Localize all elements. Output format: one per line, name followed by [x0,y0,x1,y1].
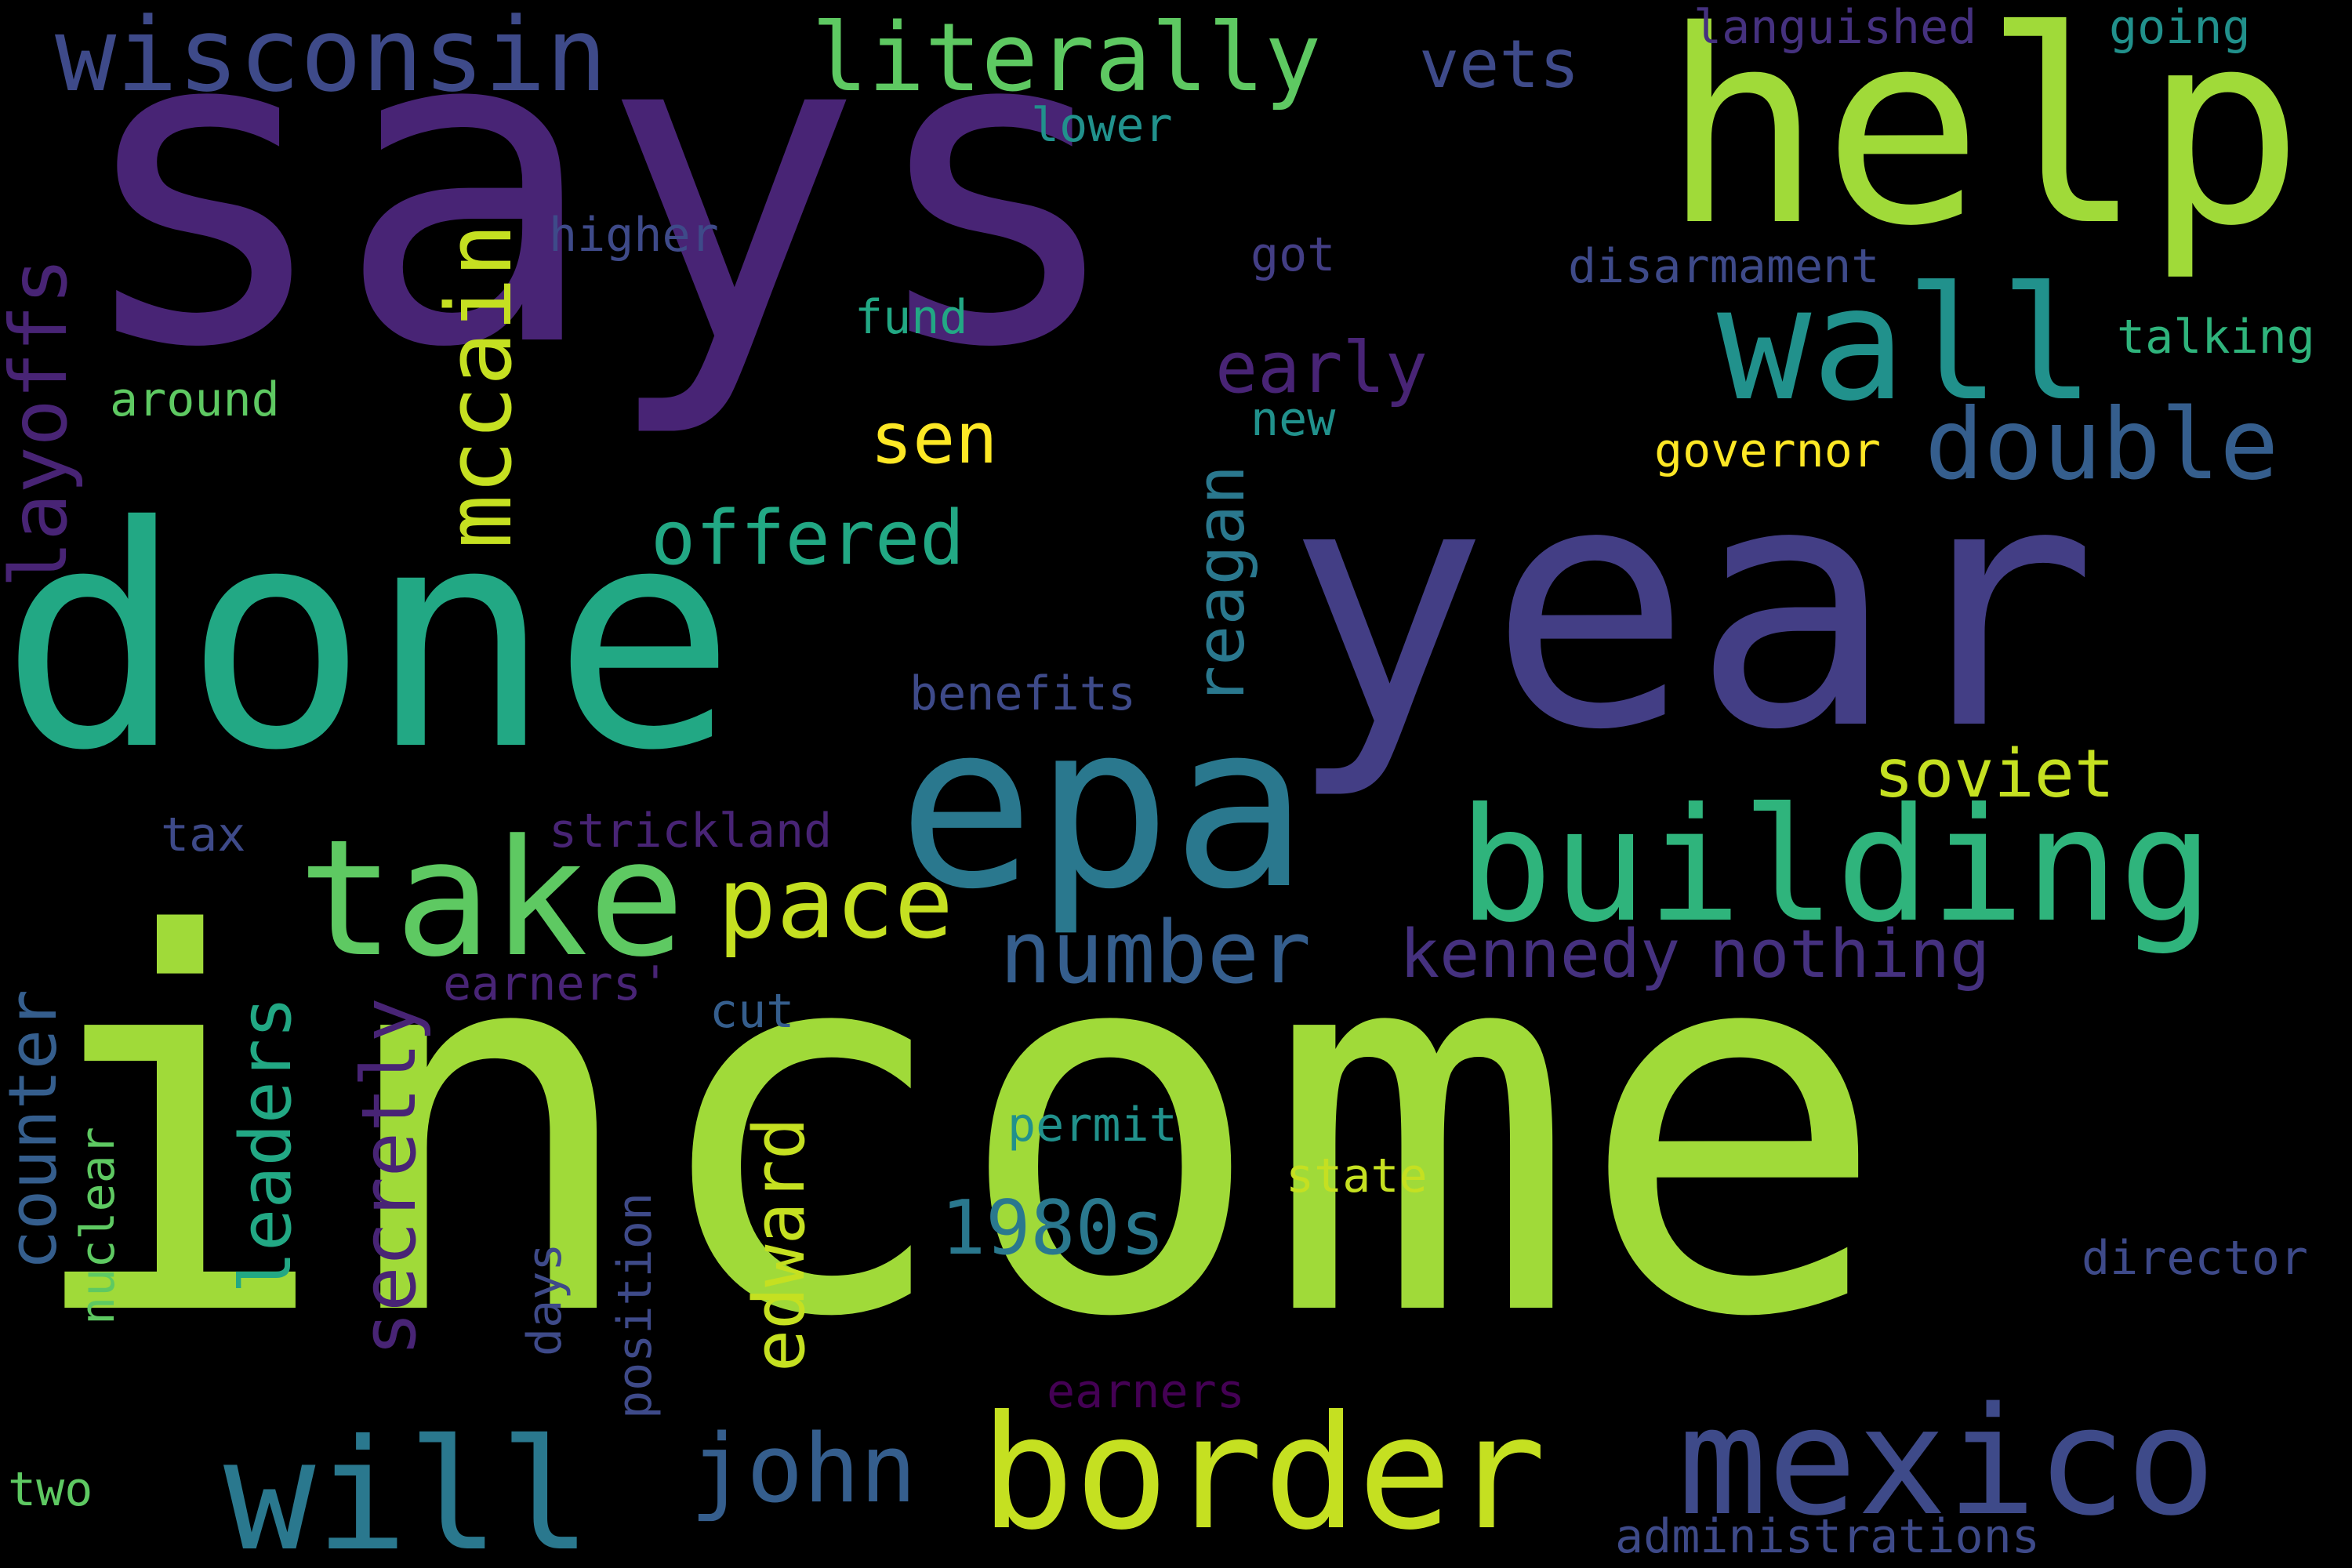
word-says: says [71,0,1128,444]
word-around: around [110,372,280,427]
word-year: year [1286,412,2098,804]
word-nuclear: nuclear [71,1127,125,1325]
word-income: income [20,827,1889,1430]
word-director: director [2082,1231,2308,1286]
word-fund: fund [855,290,968,345]
word-days: days [517,1243,572,1357]
word-benefits: benefits [909,666,1136,721]
word-john: john [690,1415,916,1524]
word-number: number [1000,902,1312,1003]
word-leaders: leaders [225,996,307,1294]
word-tax: tax [161,808,246,862]
word-governor: governor [1654,423,1881,478]
word-help: help [1662,0,2304,285]
word-talking: talking [2117,310,2315,365]
word-administrations: administrations [1615,1509,2040,1564]
word-earners: earners [1047,1364,1245,1419]
word-lower: lower [1031,98,1173,153]
word-going: going [2109,0,2251,55]
word-state: state [1286,1149,1428,1203]
word-sen: sen [870,397,998,480]
word-will: will [223,1406,592,1568]
word-building: building [1458,775,2214,957]
word-take: take [298,806,685,993]
word-got: got [1250,227,1336,282]
word-earners-possessive: earners' [443,956,670,1011]
word-languished: languished [1693,0,1977,55]
word-higher: higher [549,208,719,263]
word-kennedy: kennedy [1399,916,1681,993]
word-cut: cut [710,984,795,1039]
word-secretly: secretly [347,997,433,1356]
word-epa: epa [898,675,1308,939]
word-done: done [0,461,737,817]
word-soviet: soviet [1874,735,2115,813]
word-reagan: reagan [1182,464,1260,706]
word-mexico: mexico [1678,1375,2216,1548]
word-strickland: strickland [549,804,833,858]
word-double: double [1925,388,2279,502]
word-1980s: 1980s [941,1185,1165,1272]
word-offered: offered [651,495,965,582]
word-early: early [1215,327,1428,409]
word-layoffs: layoffs [0,257,85,588]
word-pace: pace [717,847,954,960]
word-edward: edward [739,1116,821,1372]
word-disarmament: disarmament [1568,239,1880,294]
word-new: new [1250,392,1336,447]
word-position: position [608,1192,662,1419]
word-permit: permit [1007,1098,1178,1152]
word-literally: literally [811,4,1322,113]
word-wisconsin: wisconsin [55,0,608,114]
word-counter: counter [0,989,72,1270]
word-border: border [980,1382,1547,1565]
word-two: two [8,1462,93,1517]
word-wall: wall [1717,253,2095,436]
word-nothing: nothing [1709,916,1991,993]
word-mccain: mccain [427,223,532,549]
word-vets: vets [1419,26,1580,103]
